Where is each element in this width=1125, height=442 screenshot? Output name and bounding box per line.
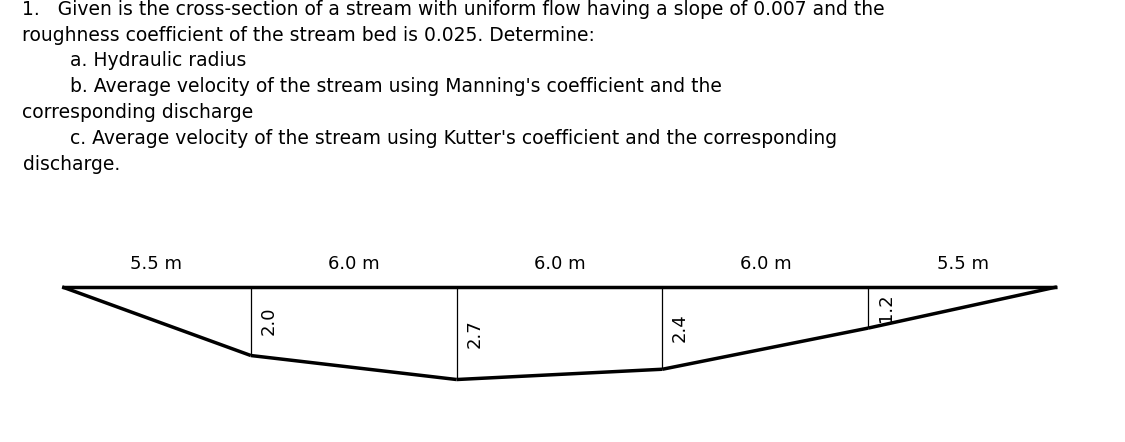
Text: 6.0 m: 6.0 m bbox=[739, 255, 791, 273]
Text: 6.0 m: 6.0 m bbox=[533, 255, 585, 273]
Text: 2.7: 2.7 bbox=[466, 319, 484, 347]
Text: 5.5 m: 5.5 m bbox=[937, 255, 989, 273]
Text: 1.2: 1.2 bbox=[876, 293, 894, 322]
Text: 2.0: 2.0 bbox=[260, 307, 278, 335]
Text: 5.5 m: 5.5 m bbox=[130, 255, 182, 273]
Text: 2.4: 2.4 bbox=[670, 314, 688, 343]
Text: 6.0 m: 6.0 m bbox=[327, 255, 379, 273]
Text: 1.   Given is the cross-section of a stream with uniform flow having a slope of : 1. Given is the cross-section of a strea… bbox=[22, 0, 885, 174]
